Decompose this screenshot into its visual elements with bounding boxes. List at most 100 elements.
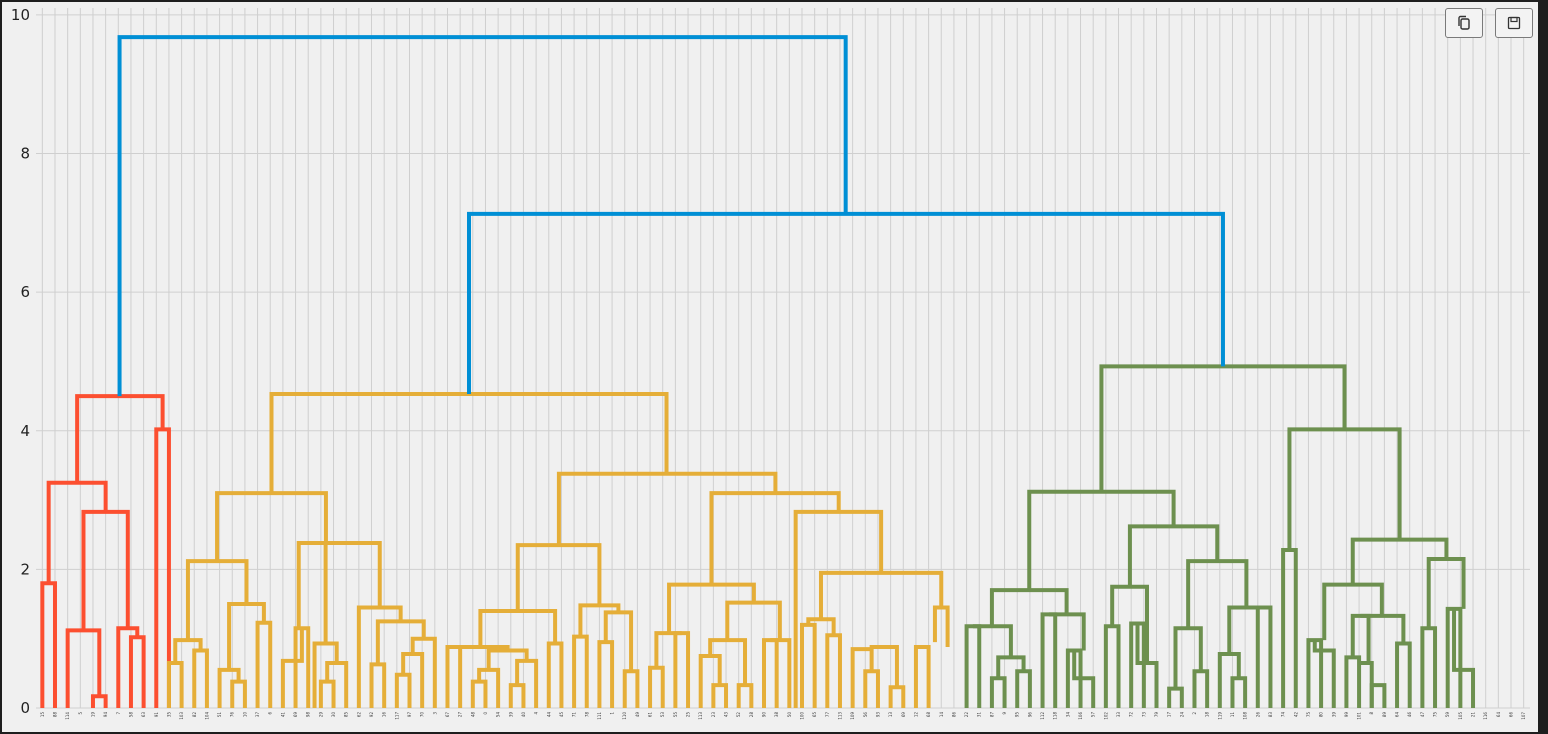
leaf-label: 3 — [432, 712, 437, 715]
y-tick-label: 0 — [20, 699, 30, 717]
leaf-label: 33 — [1116, 712, 1121, 718]
y-tick-label: 4 — [20, 422, 30, 440]
leaf-label: 28 — [749, 712, 754, 718]
dendrogram-link-cluster-green — [1312, 640, 1336, 708]
leaf-label: 47 — [1420, 712, 1425, 718]
dendrogram-link-cluster-green — [1227, 605, 1265, 654]
leaf-label: 86 — [951, 712, 956, 718]
leaf-label: 66 — [1509, 712, 1514, 718]
leaf-label: 91 — [154, 712, 159, 718]
y-axis: 0 2 4 6 8 10 — [11, 6, 30, 717]
leaf-label: 87 — [989, 712, 994, 718]
leaf-label: 19 — [90, 712, 95, 718]
leaf-label: 74 — [1281, 712, 1286, 718]
grid-layer — [36, 8, 1530, 709]
leaf-label: 75 — [1433, 712, 1438, 718]
dendrogram-link-cluster-green — [1072, 650, 1096, 708]
dendrogram-links — [40, 35, 1476, 708]
leaf-label: 31 — [977, 712, 982, 718]
leaf-label: 56 — [863, 712, 868, 718]
leaf-label: 62 — [356, 712, 361, 718]
leaf-label: 39 — [508, 712, 513, 718]
leaf-label: 46 — [1407, 712, 1412, 718]
leaf-label: 13 — [888, 712, 893, 718]
leaf-label: 22 — [964, 712, 969, 718]
leaf-label: 8 — [1369, 712, 1374, 715]
leaf-label: 76 — [230, 712, 235, 718]
leaf-label: 30 — [331, 712, 336, 718]
dendrogram-link-cluster-green — [1452, 608, 1476, 708]
leaf-label: 17 — [1167, 712, 1172, 718]
leaf-label: 94 — [103, 712, 108, 718]
leaf-label: 54 — [496, 712, 501, 718]
dendrogram-link-cluster-yellow — [296, 541, 353, 629]
dendrogram-link-cluster-yellow — [654, 631, 682, 668]
leaf-label: 88 — [52, 712, 57, 718]
leaf-label: 58 — [128, 712, 133, 718]
leaf-label: 102 — [1103, 712, 1108, 720]
leaf-label: 100 — [799, 712, 804, 720]
leaf-label: 113 — [837, 712, 842, 720]
leaf-label: 27 — [458, 712, 463, 718]
copy-button[interactable] — [1445, 8, 1483, 38]
leaf-label: 34 — [1065, 712, 1070, 718]
leaf-label: 26 — [1255, 712, 1260, 718]
leaf-label: 65 — [812, 712, 817, 718]
leaf-label: 53 — [660, 712, 665, 718]
leaf-label: 44 — [546, 712, 551, 718]
dendrogram-link-cluster-green — [1360, 613, 1406, 644]
leaf-label: 24 — [1179, 712, 1184, 718]
save-icon — [1507, 16, 1521, 30]
leaf-label: 110 — [622, 712, 627, 720]
leaf-label: 85 — [344, 712, 349, 718]
leaf-label: 64 — [1496, 712, 1501, 718]
leaf-label: 42 — [1293, 712, 1298, 718]
leaf-label: 98 — [306, 712, 311, 718]
y-tick-label: 2 — [20, 560, 30, 578]
leaf-label: 7 — [116, 712, 121, 715]
leaf-label: 29 — [318, 712, 323, 718]
leaf-label: 97 — [407, 712, 412, 718]
leaf-label: 78 — [584, 712, 589, 718]
leaf-label: 72 — [1129, 712, 1134, 718]
leaf-label: 75 — [1306, 712, 1311, 718]
dendrogram-link-above-threshold — [117, 35, 848, 397]
leaf-label: 4 — [534, 712, 539, 715]
leaf-label: 71 — [572, 712, 577, 718]
leaf-label: 2 — [1192, 712, 1197, 715]
leaf-label: 95 — [1015, 712, 1020, 718]
leaf-label: 106 — [1078, 712, 1083, 720]
y-tick-label: 6 — [20, 283, 30, 301]
leaf-label: 118 — [1053, 712, 1058, 720]
leaf-label: 5 — [78, 712, 83, 715]
leaf-label: 82 — [192, 712, 197, 718]
x-axis-leaf-labels: 15 88 114 5 19 94 7 58 63 91 35 103 82 104 51 76 10 37 6 41… — [40, 712, 1526, 720]
dendrogram-link-cluster-green — [972, 624, 1013, 658]
leaf-label: 59 — [1445, 712, 1450, 718]
leaf-label: 92 — [369, 712, 374, 718]
leaf-label: 63 — [141, 712, 146, 718]
leaf-label: 55 — [673, 712, 678, 718]
leaf-label: 99 — [1344, 712, 1349, 718]
leaf-label: 11 — [1230, 712, 1235, 718]
leaf-label: 70 — [420, 712, 425, 718]
leaf-label: 50 — [787, 712, 792, 718]
dendrogram-link-cluster-yellow — [850, 647, 874, 708]
dendrogram-link-cluster-green — [1048, 612, 1086, 651]
leaf-label: 10 — [242, 712, 247, 718]
dendrogram-link-cluster-yellow — [280, 628, 304, 708]
leaf-label: 37 — [255, 712, 260, 718]
leaf-label: 57 — [1091, 712, 1096, 718]
dendrogram-link-cluster-yellow — [869, 645, 899, 688]
leaf-label: 108 — [1243, 712, 1248, 720]
save-button[interactable] — [1495, 8, 1533, 38]
dendrogram-link-cluster-yellow — [453, 645, 510, 651]
leaf-label: 93 — [875, 712, 880, 718]
leaf-label: 35 — [166, 712, 171, 718]
leaf-label: 0 — [483, 712, 488, 715]
leaf-label: 112 — [1040, 712, 1045, 720]
leaf-label: 90 — [762, 712, 767, 718]
leaf-label: 16 — [382, 712, 387, 718]
leaf-label: 103 — [179, 712, 184, 720]
